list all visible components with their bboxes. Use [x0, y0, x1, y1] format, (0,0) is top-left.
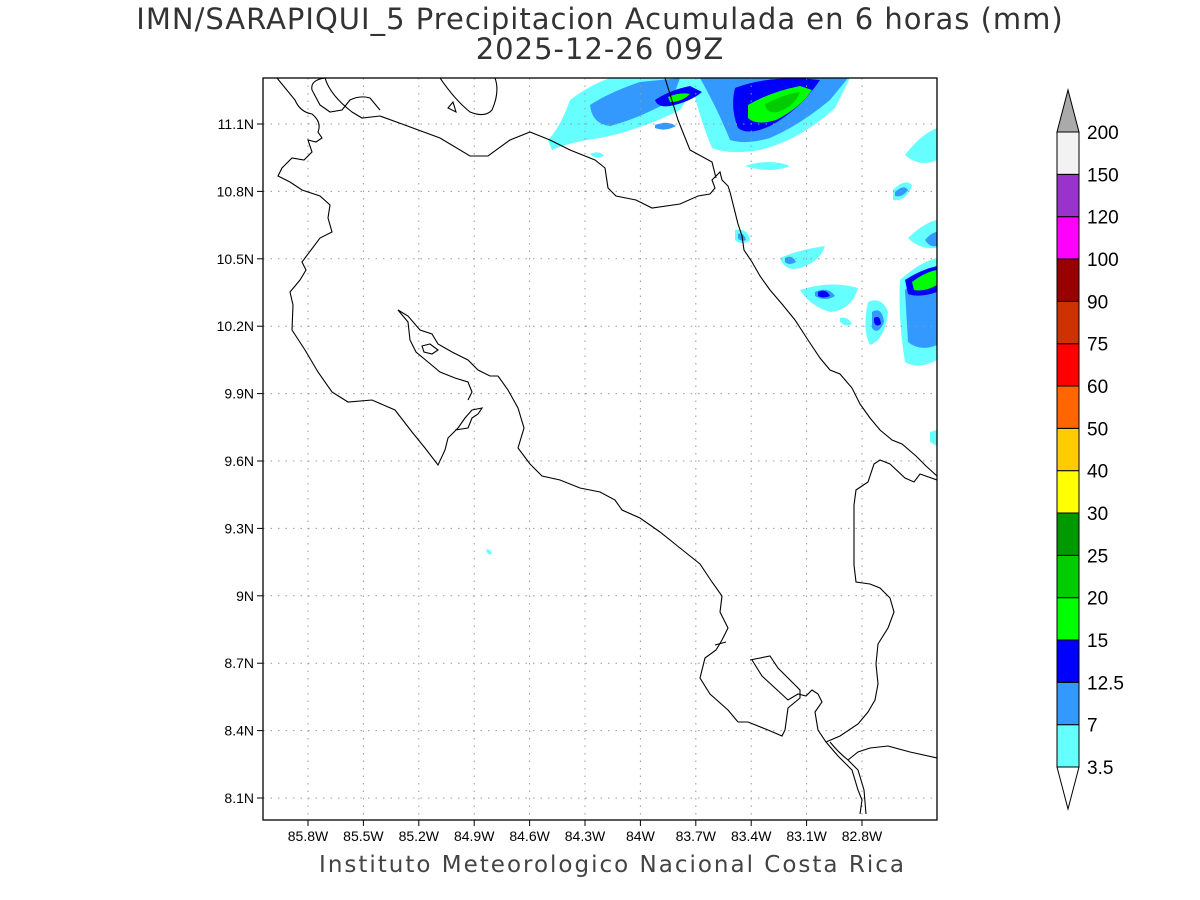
lat-tick-label: 9N: [236, 588, 254, 604]
colorbar-swatch: [1056, 300, 1080, 345]
latitude-ticks: 11.1N 10.8N 10.5N 10.2N 9.9N 9.6N 9.3N 9N 8.7N 8.…: [217, 116, 263, 806]
colorbar-label: 90: [1087, 292, 1108, 313]
colorbar-swatch: [1056, 173, 1080, 218]
colorbar-swatch: [1056, 470, 1080, 514]
map-datetime: 2025-12-26 09Z: [475, 32, 725, 66]
colorbar-label: 15: [1087, 631, 1108, 652]
lat-tick-label: 11.1N: [218, 116, 254, 132]
colorbar-label: 40: [1087, 462, 1108, 483]
colorbar-label: 7: [1087, 716, 1098, 737]
lon-tick-label: 85.2W: [399, 828, 440, 844]
colorbar-label: 60: [1087, 377, 1108, 398]
lat-tick-label: 10.8N: [217, 183, 254, 199]
colorbar-legend: 3.5 7 12.5 15 20 25 30 40 50 60 75 90 100 120 150 200: [1056, 88, 1124, 811]
plot-frame: [262, 77, 938, 821]
lon-tick-label: 83.7W: [676, 828, 717, 844]
lon-tick-label: 83.4W: [731, 828, 772, 844]
lon-tick-label: 85.5W: [343, 828, 384, 844]
lon-tick-label: 82.8W: [842, 828, 883, 844]
colorbar-label: 25: [1087, 546, 1108, 567]
lat-tick-label: 9.9N: [224, 386, 254, 402]
lat-tick-label: 9.3N: [224, 520, 254, 536]
colorbar-label: 12.5: [1087, 673, 1124, 694]
colorbar-label: 3.5: [1087, 758, 1113, 779]
coastline: [276, 78, 937, 815]
colorbar-label: 120: [1087, 208, 1119, 229]
colorbar-swatch: [1056, 427, 1080, 472]
colorbar-swatch: [1056, 597, 1080, 641]
lon-tick-label: 84.9W: [454, 828, 495, 844]
colorbar-swatch: [1056, 554, 1080, 599]
colorbar-label: 50: [1087, 419, 1108, 440]
colorbar-swatch: [1056, 216, 1080, 260]
lon-tick-label: 84W: [626, 828, 656, 844]
colorbar-swatch: [1056, 131, 1080, 175]
footer-credit: Instituto Meteorologico Nacional Costa R…: [319, 852, 906, 878]
map-title: IMN/SARAPIQUI_5 Precipitacion Acumulada …: [136, 2, 1064, 36]
lon-tick-label: 84.3W: [565, 828, 606, 844]
precipitation-field: [486, 78, 937, 555]
colorbar-label: 200: [1087, 123, 1119, 144]
colorbar-label: 100: [1087, 250, 1119, 271]
lat-tick-label: 10.5N: [217, 251, 254, 267]
colorbar-under-arrow: [1056, 766, 1080, 811]
colorbar-label: 75: [1087, 335, 1108, 356]
lat-lon-grid: [263, 78, 937, 820]
colorbar-over-arrow: [1056, 88, 1080, 133]
lat-tick-label: 8.1N: [224, 790, 254, 806]
colorbar-swatch: [1056, 258, 1080, 302]
lon-tick-label: 84.6W: [509, 828, 550, 844]
longitude-ticks: 85.8W 85.5W 85.2W 84.9W 84.6W 84.3W 84W 83.7W 83…: [288, 820, 883, 844]
colorbar-swatch: [1056, 343, 1080, 387]
lat-tick-label: 10.2N: [217, 318, 254, 334]
colorbar-swatch: [1056, 724, 1080, 768]
colorbar-swatch: [1056, 681, 1080, 726]
lon-tick-label: 85.8W: [288, 828, 329, 844]
colorbar-swatch: [1056, 512, 1080, 556]
lon-tick-label: 83.1W: [786, 828, 827, 844]
lat-tick-label: 8.4N: [224, 723, 254, 739]
colorbar-swatch: [1056, 385, 1080, 429]
lat-tick-label: 9.6N: [224, 453, 254, 469]
colorbar-label: 20: [1087, 589, 1108, 610]
colorbar-label: 30: [1087, 504, 1108, 525]
colorbar-label: 150: [1087, 165, 1119, 186]
lat-tick-label: 8.7N: [224, 655, 254, 671]
colorbar-swatch: [1056, 639, 1080, 683]
